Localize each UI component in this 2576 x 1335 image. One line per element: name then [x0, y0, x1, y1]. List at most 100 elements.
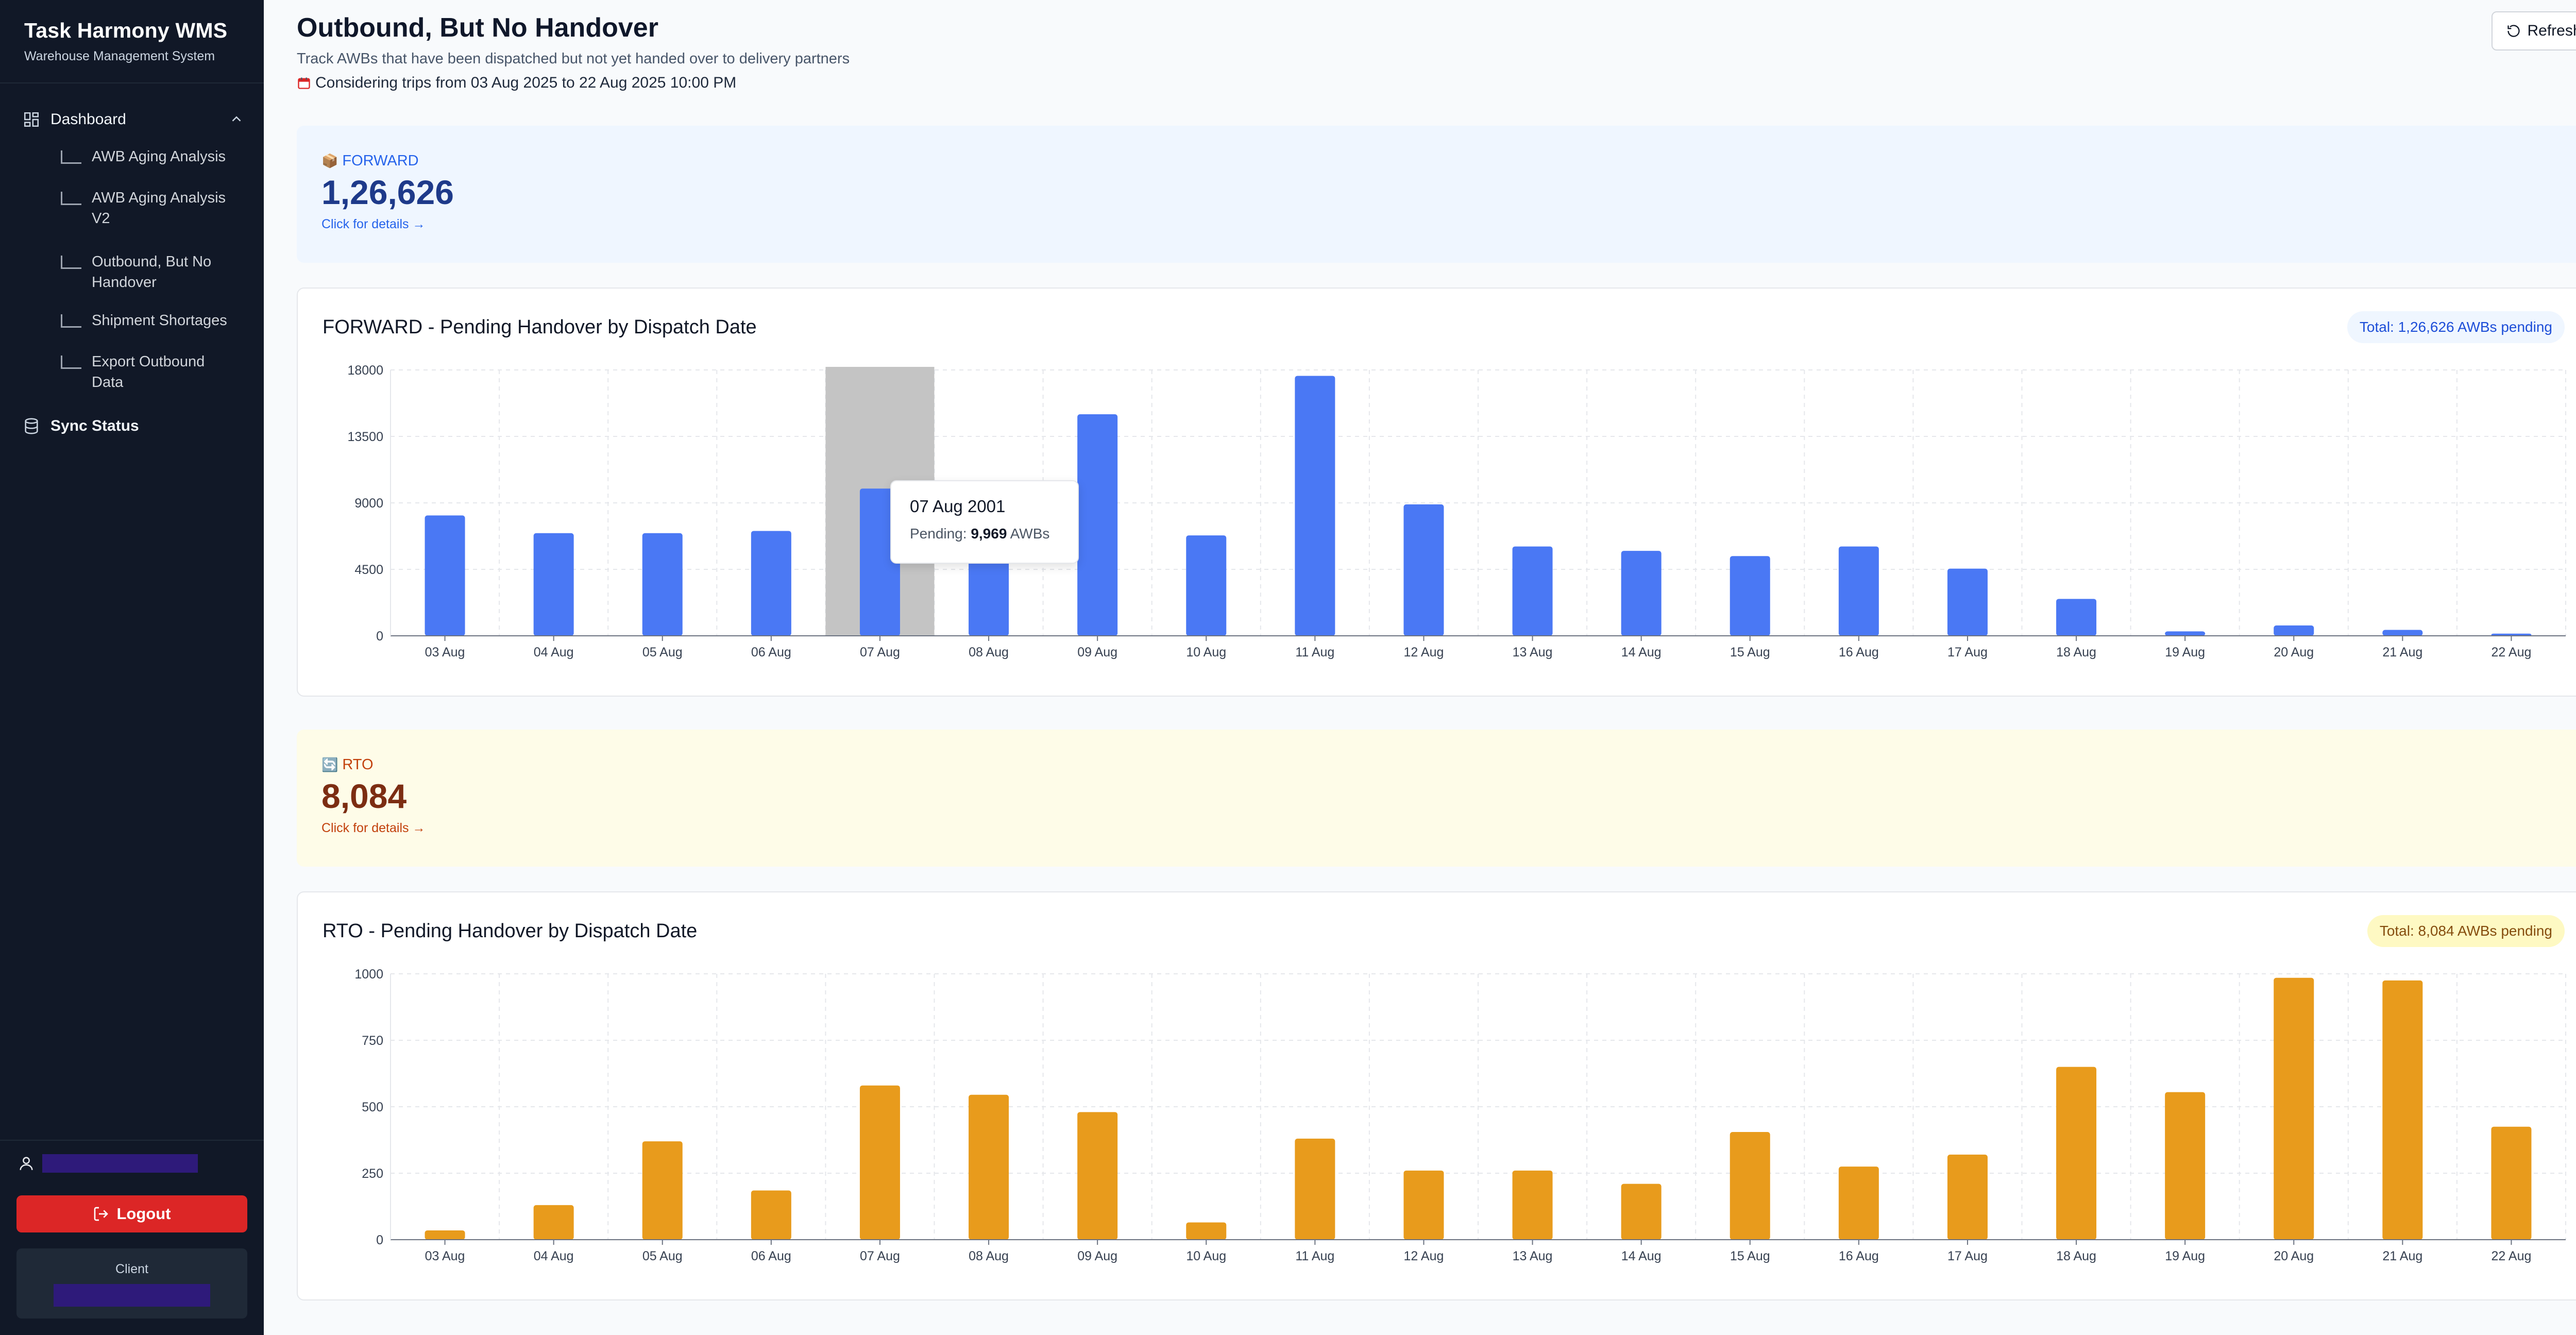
forward-total-badge: Total: 1,26,626 AWBs pending — [2347, 311, 2565, 343]
rto-x-tick-label: 16 Aug — [1839, 1249, 1879, 1263]
calendar-icon — [298, 77, 310, 89]
forward-bar[interactable] — [751, 531, 791, 636]
logout-button[interactable]: Logout — [16, 1195, 247, 1232]
refresh-button[interactable]: Refresh — [2492, 11, 2576, 50]
sidebar-item-outbound-no-handover[interactable]: Outbound, But No Handover — [61, 254, 236, 293]
forward-bar[interactable] — [2491, 633, 2532, 636]
forward-chart-card: FORWARD - Pending Handover by Dispatch D… — [297, 288, 2576, 697]
forward-chart-title: FORWARD - Pending Handover by Dispatch D… — [323, 316, 757, 338]
forward-bar[interactable] — [1947, 568, 1988, 636]
sidebar-item-label: Shipment Shortages — [92, 312, 227, 329]
rto-details-link[interactable]: Click for details → — [321, 821, 426, 835]
rto-x-tick-label: 15 Aug — [1730, 1249, 1770, 1263]
rto-y-tick-label: 750 — [362, 1034, 383, 1048]
client-box: Client — [16, 1248, 247, 1319]
sidebar-item-label: AWB Aging Analysis — [92, 148, 226, 165]
forward-bar[interactable] — [1186, 535, 1227, 636]
rto-x-tick-label: 17 Aug — [1947, 1249, 1988, 1263]
forward-bar[interactable] — [1730, 556, 1770, 636]
database-icon — [25, 418, 38, 434]
rto-x-tick-label: 20 Aug — [2274, 1249, 2314, 1263]
tooltip-prefix: Pending: — [910, 526, 971, 542]
rto-bar[interactable] — [2382, 980, 2423, 1240]
rto-bar[interactable] — [1512, 1170, 1553, 1240]
tree-branch — [61, 314, 81, 328]
brand-title: Task Harmony WMS — [24, 19, 228, 42]
forward-x-tick-label: 21 Aug — [2382, 645, 2422, 660]
rto-x-tick-label: 19 Aug — [2165, 1249, 2205, 1263]
rto-bar[interactable] — [533, 1205, 574, 1240]
rto-bar[interactable] — [2274, 977, 2314, 1240]
forward-x-tick-label: 09 Aug — [1077, 645, 1117, 660]
forward-y-tick-label: 4500 — [354, 563, 383, 577]
rto-bar[interactable] — [751, 1190, 791, 1240]
forward-bar[interactable] — [1512, 546, 1553, 636]
forward-y-tick-label: 13500 — [347, 430, 383, 444]
rto-x-tick-label: 06 Aug — [751, 1249, 791, 1263]
forward-bar[interactable] — [1621, 551, 1662, 636]
forward-bar[interactable] — [2274, 625, 2314, 636]
forward-bar[interactable] — [642, 533, 683, 636]
rto-bar[interactable] — [1186, 1222, 1227, 1240]
rto-x-tick-label: 14 Aug — [1621, 1249, 1662, 1263]
page-subtitle: Track AWBs that have been dispatched but… — [297, 50, 850, 67]
rto-x-tick-label: 21 Aug — [2382, 1249, 2422, 1263]
refresh-label: Refresh — [2527, 22, 2576, 39]
rto-summary-card[interactable]: 🔄 RTO 8,084 Click for details → — [297, 730, 2576, 867]
forward-bar[interactable] — [425, 515, 465, 636]
rto-bar[interactable] — [1295, 1138, 1335, 1240]
forward-bar[interactable] — [1838, 546, 1879, 636]
package-icon: 📦 — [321, 153, 338, 168]
forward-bar[interactable] — [2056, 599, 2097, 636]
client-label: Client — [115, 1262, 148, 1276]
rto-bar[interactable] — [1947, 1154, 1988, 1240]
rto-x-tick-label: 04 Aug — [534, 1249, 574, 1263]
sidebar-item-export-outbound[interactable]: Export Outbound Data — [61, 353, 236, 393]
date-range: Considering trips from 03 Aug 2025 to 22… — [297, 74, 736, 92]
rto-bar[interactable] — [2491, 1126, 2532, 1240]
sidebar-item-dashboard[interactable]: Dashboard — [23, 107, 244, 132]
rto-y-tick-label: 0 — [376, 1233, 383, 1247]
rto-bar[interactable] — [425, 1230, 465, 1240]
user-name-redacted — [42, 1154, 198, 1173]
forward-details-link[interactable]: Click for details → — [321, 217, 426, 231]
forward-x-tick-label: 03 Aug — [425, 645, 465, 660]
rto-bar[interactable] — [859, 1085, 900, 1240]
sidebar-item-label: AWB Aging Analysis V2 — [92, 190, 226, 227]
forward-x-tick-label: 12 Aug — [1404, 645, 1444, 660]
sidebar-item-sync-status[interactable]: Sync Status — [23, 417, 139, 435]
sidebar-item-awb-aging-v2[interactable]: AWB Aging Analysis V2 — [61, 190, 236, 229]
dashboard-icon — [24, 112, 39, 127]
sidebar-item-label: Sync Status — [50, 417, 139, 434]
chevron-up-icon[interactable] — [229, 111, 244, 127]
forward-x-tick-label: 22 Aug — [2492, 645, 2532, 660]
forward-bar[interactable] — [1403, 504, 1444, 636]
rto-bar[interactable] — [1077, 1112, 1118, 1240]
rto-x-tick-label: 11 Aug — [1295, 1249, 1334, 1263]
forward-x-tick-label: 06 Aug — [751, 645, 791, 660]
rto-bar[interactable] — [1838, 1167, 1879, 1240]
rto-bar[interactable] — [1403, 1170, 1444, 1240]
rto-bar[interactable] — [1621, 1184, 1662, 1240]
forward-summary-card[interactable]: 📦 FORWARD 1,26,626 Click for details → — [297, 126, 2576, 263]
forward-bar[interactable] — [2165, 631, 2206, 636]
rto-bar[interactable] — [2165, 1092, 2206, 1240]
forward-x-tick-label: 20 Aug — [2274, 645, 2314, 660]
rto-bar[interactable] — [969, 1094, 1009, 1240]
forward-x-tick-label: 10 Aug — [1186, 645, 1226, 660]
rto-bar[interactable] — [642, 1141, 683, 1240]
forward-bar[interactable] — [859, 488, 900, 636]
rto-bar-chart: 0 250 500 750 1000 03 Aug 04 Aug 05 Aug 06 Aug 07… — [354, 967, 2566, 1263]
rto-x-tick-label: 08 Aug — [969, 1249, 1009, 1263]
brand: Task Harmony WMS Warehouse Management Sy… — [24, 19, 227, 64]
forward-bar[interactable] — [1077, 414, 1118, 636]
forward-bar[interactable] — [2382, 630, 2423, 636]
forward-bar[interactable] — [1295, 376, 1335, 636]
sidebar-item-awb-aging[interactable]: AWB Aging Analysis — [61, 148, 236, 167]
forward-bar[interactable] — [533, 533, 574, 636]
sidebar-item-label: Outbound, But No Handover — [92, 254, 212, 291]
rto-bar[interactable] — [1730, 1132, 1770, 1240]
tree-branch — [61, 356, 81, 369]
sidebar-item-shipment-shortages[interactable]: Shipment Shortages — [61, 312, 236, 331]
rto-bar[interactable] — [2056, 1067, 2097, 1240]
